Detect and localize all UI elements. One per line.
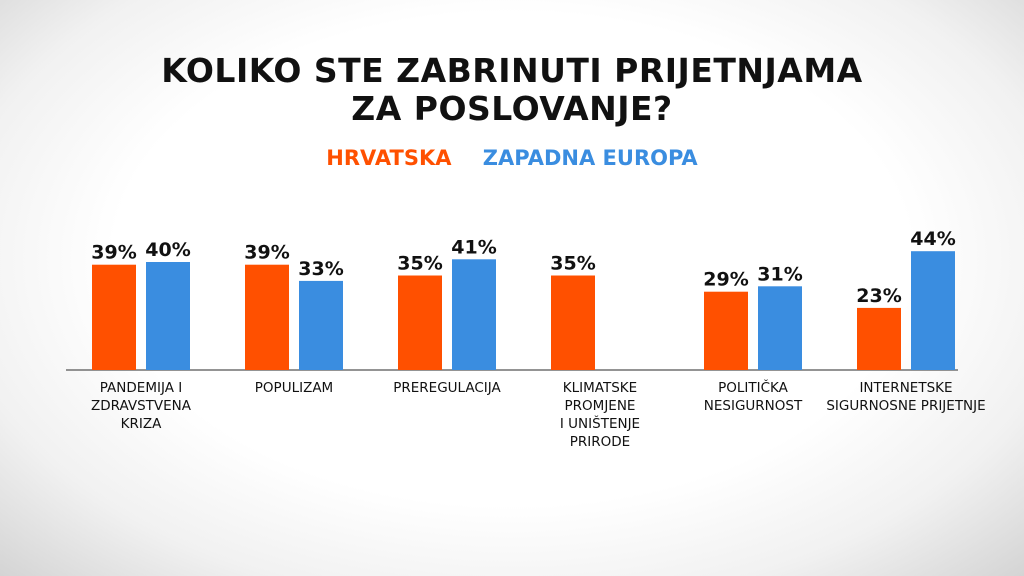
bar-hrvatska-3 bbox=[551, 275, 595, 370]
chart-legend: HRVATSKA ZAPADNA EUROPA bbox=[0, 146, 1024, 170]
bar-zapadna-europa-4 bbox=[758, 286, 802, 370]
bar-zapadna-europa-2 bbox=[452, 259, 496, 370]
data-label-zapadna-europa-2: 41% bbox=[451, 236, 496, 258]
data-label-zapadna-europa-4: 31% bbox=[757, 263, 802, 285]
data-label-hrvatska-2: 35% bbox=[397, 253, 442, 275]
bar-hrvatska-5 bbox=[857, 307, 901, 370]
chart-title-line-2: ZA POSLOVANJE? bbox=[351, 89, 673, 128]
bar-hrvatska-0 bbox=[92, 264, 136, 370]
category-label-5: INTERNETSKE SIGURNOSNE PRIJETNJE bbox=[826, 380, 985, 414]
data-label-zapadna-europa-1: 33% bbox=[298, 258, 343, 280]
data-label-hrvatska-0: 39% bbox=[91, 242, 136, 264]
chart-title-line-1: KOLIKO STE ZABRINUTI PRIJETNJAMA bbox=[161, 51, 863, 90]
bar-hrvatska-4 bbox=[704, 291, 748, 370]
data-label-hrvatska-5: 23% bbox=[856, 285, 901, 307]
category-label-1: POPULIZAM bbox=[255, 380, 333, 396]
category-label-0: PANDEMIJA I ZDRAVSTVENA KRIZA bbox=[91, 380, 192, 432]
bar-zapadna-europa-0 bbox=[146, 262, 190, 370]
legend-item-zapadna-europa: ZAPADNA EUROPA bbox=[482, 146, 698, 170]
data-label-hrvatska-3: 35% bbox=[550, 253, 595, 275]
bar-hrvatska-2 bbox=[398, 275, 442, 370]
chart-title: KOLIKO STE ZABRINUTI PRIJETNJAMA ZA POSL… bbox=[0, 52, 1024, 128]
data-label-hrvatska-4: 29% bbox=[703, 269, 748, 291]
legend-item-hrvatska: HRVATSKA bbox=[326, 146, 452, 170]
data-label-zapadna-europa-5: 44% bbox=[910, 228, 955, 250]
bar-hrvatska-1 bbox=[245, 264, 289, 370]
data-label-hrvatska-1: 39% bbox=[244, 242, 289, 264]
category-label-4: POLITIČKA NESIGURNOST bbox=[704, 378, 803, 414]
category-label-2: PREREGULACIJA bbox=[393, 380, 501, 396]
category-label-3: KLIMATSKE PROMJENE I UNIŠTENJE PRIRODE bbox=[560, 380, 640, 450]
bar-zapadna-europa-5 bbox=[911, 251, 955, 370]
data-label-zapadna-europa-0: 40% bbox=[145, 239, 190, 261]
bar-zapadna-europa-1 bbox=[299, 280, 343, 370]
